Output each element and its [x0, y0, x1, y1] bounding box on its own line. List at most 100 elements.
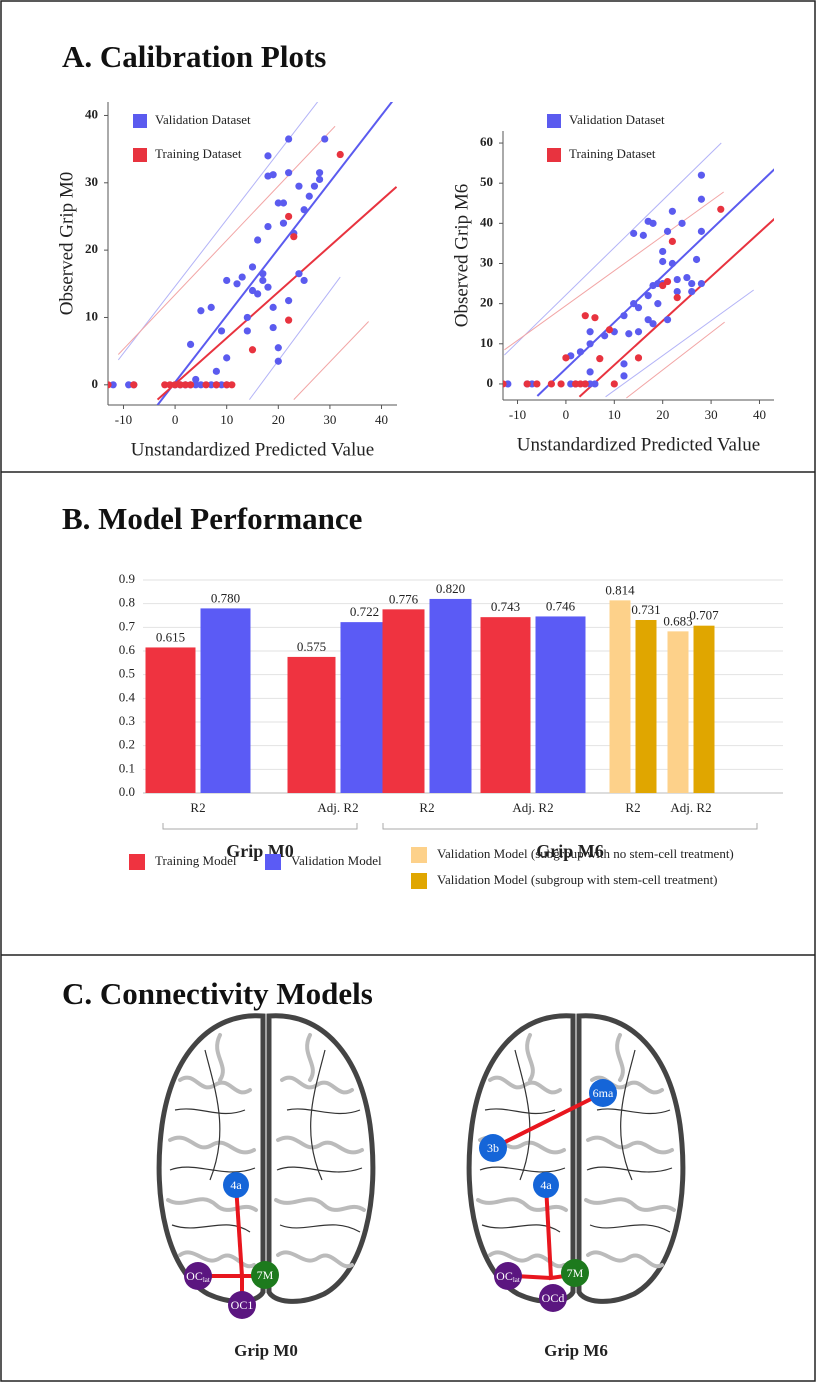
- point: [274, 199, 282, 207]
- point: [625, 330, 633, 338]
- brain-caption: Grip M0: [234, 1341, 298, 1360]
- point: [692, 255, 701, 264]
- point: [668, 259, 676, 268]
- y-tick-label: 0.4: [119, 689, 136, 704]
- legend-label: Training Model: [155, 853, 237, 868]
- point: [547, 380, 555, 388]
- node-label: OC: [496, 1269, 513, 1283]
- point: [586, 368, 594, 376]
- point: [171, 381, 179, 389]
- point: [269, 323, 277, 332]
- point: [649, 219, 657, 227]
- point: [223, 276, 231, 285]
- point: [274, 357, 282, 365]
- value-label: 0.743: [491, 599, 520, 614]
- fit-line: [578, 217, 774, 398]
- point: [673, 287, 681, 296]
- fit-line: [249, 276, 341, 400]
- point: [300, 276, 308, 285]
- point: [295, 182, 303, 190]
- point: [166, 381, 174, 389]
- point: [130, 381, 138, 389]
- legend-swatch: [547, 148, 561, 162]
- point: [630, 229, 638, 237]
- bar: [382, 609, 425, 793]
- bar: [535, 616, 586, 793]
- point: [620, 372, 628, 380]
- point: [639, 231, 647, 239]
- point: [663, 316, 672, 324]
- node: 7M: [561, 1259, 589, 1287]
- point: [228, 381, 236, 389]
- x-tick-label: Adj. R2: [512, 800, 553, 815]
- point: [109, 381, 117, 389]
- x-tick-label: R2: [625, 800, 640, 815]
- point: [634, 304, 643, 312]
- x-tick-label: 30: [705, 407, 718, 422]
- point: [217, 327, 226, 335]
- x-tick-label: 40: [375, 412, 388, 427]
- point: [192, 381, 200, 389]
- y-tick-label: 0: [487, 375, 494, 390]
- y-axis-title: Observed Grip M6: [451, 184, 472, 328]
- y-tick-label: 0.7: [119, 618, 136, 633]
- point: [186, 381, 195, 389]
- point: [285, 212, 293, 221]
- edge: [492, 1091, 604, 1150]
- point: [248, 286, 257, 295]
- legend-swatch: [411, 873, 427, 889]
- point: [223, 381, 231, 389]
- point: [285, 316, 293, 324]
- value-label: 0.820: [436, 581, 465, 596]
- point: [310, 182, 319, 190]
- fit-line: [293, 321, 369, 400]
- point: [644, 292, 652, 300]
- x-axis-title: Unstandardized Predicted Value: [131, 439, 374, 460]
- point: [243, 313, 251, 322]
- node-label: 4a: [230, 1178, 242, 1192]
- y-tick-label: 60: [480, 134, 493, 149]
- brain-caption: Grip M6: [544, 1341, 608, 1360]
- legend-swatch: [547, 114, 561, 128]
- brain-outline: [159, 1016, 373, 1302]
- point: [557, 380, 565, 388]
- legend-label: Validation Model (subgroup with no stem-…: [437, 846, 734, 861]
- point: [581, 312, 589, 320]
- value-label: 0.722: [350, 604, 379, 619]
- point: [610, 380, 618, 388]
- y-tick-label: 0.2: [119, 737, 135, 752]
- point: [336, 150, 344, 159]
- value-label: 0.776: [389, 591, 419, 606]
- node-label: 4a: [540, 1178, 552, 1192]
- node: 6ma: [589, 1079, 617, 1107]
- point: [295, 270, 303, 278]
- bar: [667, 631, 689, 793]
- point: [581, 380, 589, 388]
- point: [248, 346, 257, 354]
- point: [683, 273, 691, 282]
- y-tick-label: 0.5: [119, 666, 135, 681]
- point: [673, 275, 681, 284]
- x-tick-label: 0: [563, 407, 570, 422]
- value-label: 0.731: [631, 602, 660, 617]
- y-tick-label: 40: [480, 214, 493, 229]
- point: [630, 300, 638, 308]
- legend-label: Validation Model (subgroup with stem-cel…: [437, 872, 718, 887]
- point: [697, 227, 706, 235]
- point: [649, 320, 657, 328]
- y-tick-label: 10: [480, 335, 493, 350]
- point: [243, 327, 251, 335]
- node: 3b: [479, 1134, 507, 1162]
- point: [697, 171, 706, 179]
- panel-title: B. Model Performance: [62, 501, 362, 536]
- x-tick-label: 20: [272, 412, 285, 427]
- value-label: 0.683: [663, 613, 692, 628]
- point: [269, 303, 277, 311]
- y-tick-label: 50: [480, 174, 493, 189]
- point: [663, 277, 672, 286]
- legend-swatch: [265, 854, 281, 870]
- point: [125, 381, 133, 389]
- point: [605, 326, 614, 334]
- value-label: 0.780: [211, 590, 240, 605]
